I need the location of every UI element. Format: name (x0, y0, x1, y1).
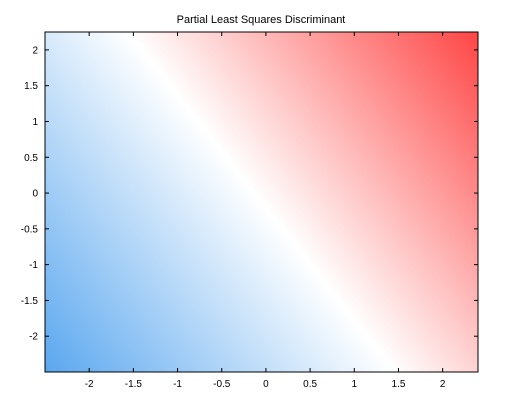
y-tick-label: 0 (32, 189, 38, 200)
y-tick-label: 0.5 (24, 153, 38, 164)
y-tick-label: -0.5 (21, 224, 39, 235)
y-tick-label: -1 (29, 260, 38, 271)
x-tick-label: -1.5 (125, 379, 143, 390)
x-tick-label: 2 (440, 379, 446, 390)
y-tick-label: -1.5 (21, 296, 39, 307)
x-tick-label: 0 (263, 379, 269, 390)
plot-frame (44, 31, 479, 373)
x-tick-label: 1 (352, 379, 358, 390)
x-tick-label: -0.5 (213, 379, 231, 390)
x-tick-label: 1.5 (392, 379, 406, 390)
x-tick-label: -1 (173, 379, 182, 390)
y-tick-label: 2 (32, 45, 38, 56)
x-tick-label: 0.5 (303, 379, 317, 390)
chart-title: Partial Least Squares Discriminant (177, 14, 346, 26)
y-tick-label: -2 (29, 332, 38, 343)
y-tick-label: 1 (32, 117, 38, 128)
discriminant-heatmap (45, 32, 478, 372)
x-tick-label: -2 (85, 379, 94, 390)
y-tick-label: 1.5 (24, 81, 38, 92)
axes-layer: -2 -1.5 -1 -0.5 0 0.5 1 1.5 2 -2 -1.5 -1 -0.5 0 0.5 1 1.… (21, 31, 479, 390)
